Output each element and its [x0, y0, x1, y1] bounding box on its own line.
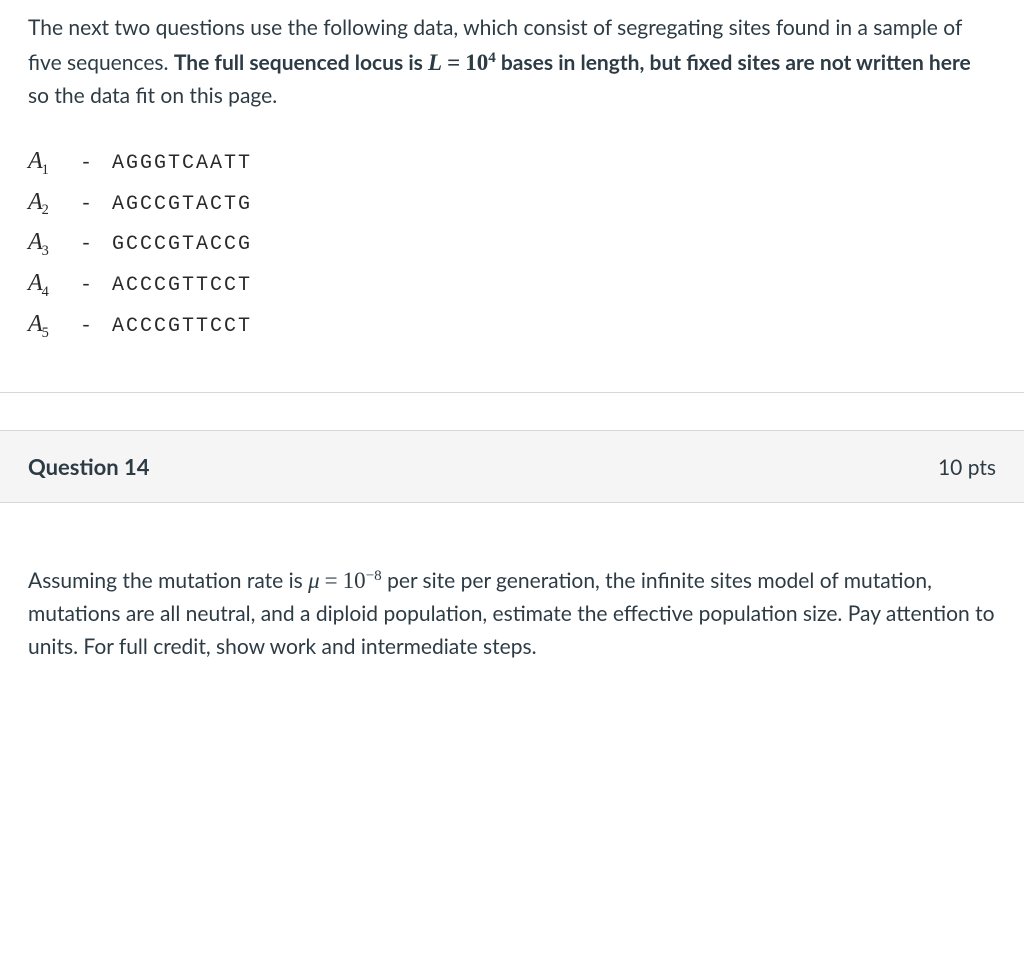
seq-dash: -	[72, 193, 102, 216]
question-number: Question 14	[28, 453, 150, 480]
seq-text-3: GCCCGTACCG	[102, 233, 252, 256]
section-divider	[0, 392, 1024, 430]
mu-exp: −8	[366, 568, 382, 584]
sequence-row: A2 - AGCCGTACTG	[28, 189, 996, 220]
intro-text-after: so the data fit on this page.	[28, 83, 277, 108]
question-header: Question 14 10 pts	[0, 430, 1024, 503]
mu-eq: =	[325, 568, 338, 593]
intro-bold: The full sequenced locus is L=104 bases …	[174, 50, 971, 75]
intro-paragraph: The next two questions use the following…	[0, 0, 1024, 143]
question-points: 10 pts	[938, 455, 996, 480]
seq-text-5: ACCCGTTCCT	[102, 315, 252, 338]
locus-var: L	[428, 50, 442, 75]
intro-bold-prefix: The full sequenced locus is	[174, 50, 428, 75]
seq-label-3: A3	[28, 229, 72, 260]
locus-eq: =	[447, 50, 460, 75]
seq-label-1: A1	[28, 148, 72, 179]
seq-dash: -	[72, 152, 102, 175]
sequence-row: A1 - AGGGTCAATT	[28, 148, 996, 179]
intro-bold-suffix: bases in length, but fixed sites are not…	[496, 50, 971, 75]
locus-exp: 4	[488, 50, 496, 66]
seq-text-4: ACCCGTTCCT	[102, 274, 252, 297]
sequence-row: A4 - ACCCGTTCCT	[28, 270, 996, 301]
question-body: Assuming the mutation rate is μ=10−8 per…	[0, 503, 1024, 694]
locus-base: 10	[465, 50, 488, 75]
seq-text-1: AGGGTCAATT	[102, 152, 252, 175]
sequence-row: A5 - ACCCGTTCCT	[28, 311, 996, 342]
question-text-1: Assuming the mutation rate is	[28, 568, 308, 593]
seq-label-2: A2	[28, 189, 72, 220]
sequence-list: A1 - AGGGTCAATT A2 - AGCCGTACTG A3 - GCC…	[0, 143, 1024, 392]
seq-dash: -	[72, 274, 102, 297]
seq-label-5: A5	[28, 311, 72, 342]
seq-label-4: A4	[28, 270, 72, 301]
seq-dash: -	[72, 233, 102, 256]
seq-text-2: AGCCGTACTG	[102, 193, 252, 216]
mu-base: 10	[343, 568, 366, 593]
sequence-row: A3 - GCCCGTACCG	[28, 229, 996, 260]
mu-var: μ	[308, 568, 320, 593]
seq-dash: -	[72, 315, 102, 338]
